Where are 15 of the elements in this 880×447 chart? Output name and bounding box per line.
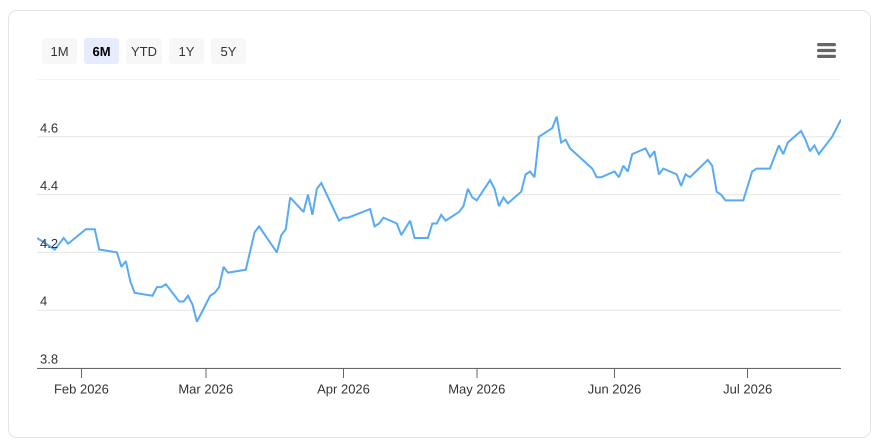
y-tick-label: 4 (40, 294, 48, 309)
x-tick-label: Mar 2026 (178, 382, 234, 397)
y-tick-label: 4.6 (40, 120, 58, 136)
range-button: 6M (84, 38, 119, 64)
x-tick-label: Jun 2026 (588, 382, 642, 397)
range-button: 1M (42, 38, 77, 64)
range-button: 5Y (211, 38, 246, 64)
range-button: 1Y (169, 38, 204, 64)
y-tick-label: 3.8 (40, 351, 58, 366)
y-tick-label: 4.4 (40, 178, 58, 194)
x-tick-label: Feb 2026 (54, 382, 109, 397)
x-tick-label: May 2026 (448, 382, 506, 397)
x-tick-label: Jul 2026 (723, 382, 772, 397)
x-tick-label: Apr 2026 (317, 382, 370, 397)
range-button: YTD (126, 38, 162, 64)
